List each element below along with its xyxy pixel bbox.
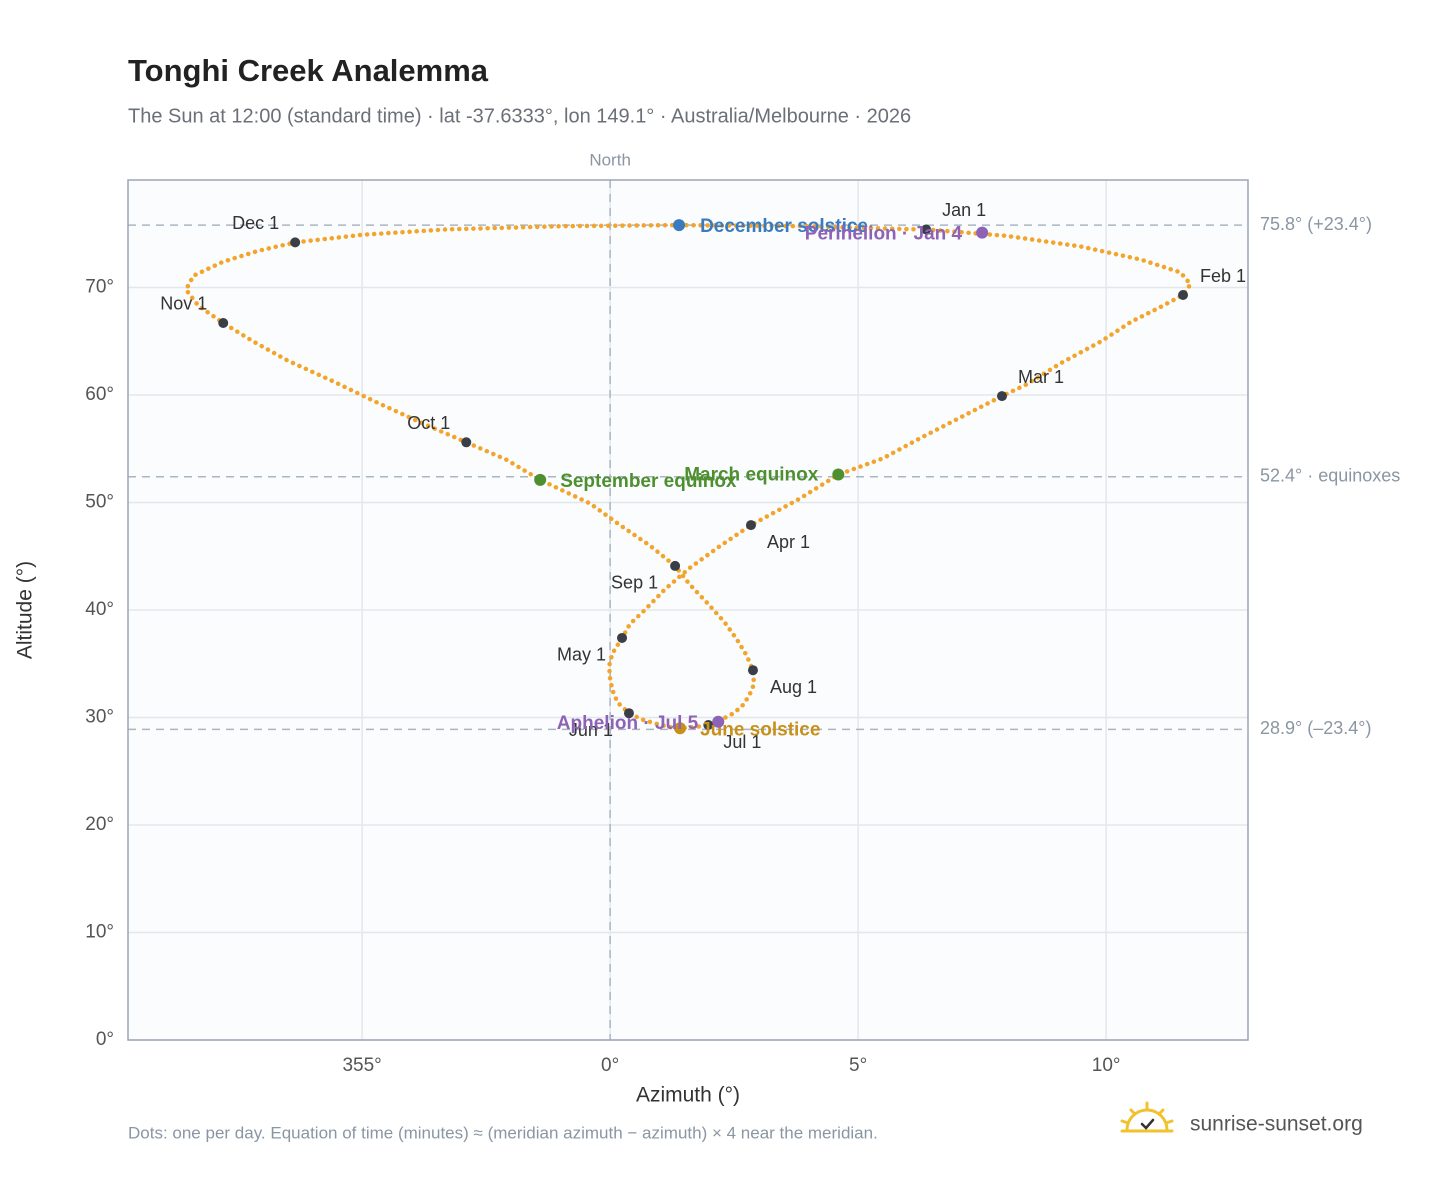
month-marker bbox=[703, 720, 714, 731]
month-marker bbox=[996, 391, 1007, 402]
event-marker bbox=[832, 468, 845, 481]
month-marker bbox=[623, 708, 634, 719]
event-marker bbox=[534, 473, 547, 486]
month-label: Jul 1 bbox=[723, 732, 761, 752]
month-marker bbox=[290, 237, 301, 248]
month-marker bbox=[1178, 290, 1189, 301]
event-label: March equinox bbox=[684, 465, 819, 486]
x-tick-label: 355° bbox=[342, 1055, 381, 1076]
event-marker bbox=[673, 219, 686, 232]
chart-title: Tonghi Creek Analemma bbox=[128, 53, 489, 88]
y-tick-label: 40° bbox=[85, 599, 114, 620]
month-marker bbox=[747, 665, 758, 676]
month-label: Dec 1 bbox=[232, 213, 279, 233]
reference-label: 75.8° (+23.4°) bbox=[1260, 214, 1372, 234]
y-axis-label: Altitude (°) bbox=[14, 561, 37, 659]
y-tick-label: 70° bbox=[85, 277, 114, 298]
month-marker bbox=[461, 437, 472, 448]
x-axis-label: Azimuth (°) bbox=[636, 1084, 740, 1107]
y-tick-label: 0° bbox=[96, 1029, 114, 1050]
month-label: May 1 bbox=[557, 645, 606, 665]
y-tick-label: 60° bbox=[85, 384, 114, 405]
event-label: September equinox bbox=[560, 471, 737, 492]
footnote: Dots: one per day. Equation of time (min… bbox=[128, 1123, 878, 1142]
x-tick-label: 5° bbox=[849, 1055, 867, 1076]
month-label: Nov 1 bbox=[160, 294, 207, 314]
month-label: Mar 1 bbox=[1018, 367, 1064, 387]
month-marker bbox=[617, 632, 628, 643]
y-tick-label: 30° bbox=[85, 707, 114, 728]
event-label: Aphelion · Jul 5 bbox=[557, 713, 699, 734]
month-marker bbox=[218, 317, 229, 328]
month-label: Sep 1 bbox=[611, 573, 658, 593]
event-marker bbox=[976, 226, 989, 239]
month-label: Apr 1 bbox=[767, 532, 810, 552]
y-tick-label: 50° bbox=[85, 492, 114, 513]
month-label: Oct 1 bbox=[407, 413, 450, 433]
x-tick-label: 0° bbox=[601, 1055, 619, 1076]
month-marker bbox=[670, 560, 681, 571]
plot-layer: Jan 1 Feb 1 Mar 1 Apr 1 May 1 Jun 1 Jul 1 Aug 1… bbox=[128, 180, 1248, 1041]
brand-logo bbox=[1120, 1101, 1174, 1133]
month-marker bbox=[745, 520, 756, 531]
event-label: Perihelion · Jan 4 bbox=[805, 224, 963, 245]
reference-label: 28.9° (–23.4°) bbox=[1260, 718, 1371, 738]
y-tick-label: 10° bbox=[85, 922, 114, 943]
event-label: June solstice bbox=[700, 719, 820, 740]
month-marker bbox=[921, 224, 932, 235]
month-label: Jan 1 bbox=[942, 200, 986, 220]
y-tick-label: 20° bbox=[85, 814, 114, 835]
brand-name: sunrise-sunset.org bbox=[1190, 1113, 1363, 1136]
event-label: December solstice bbox=[700, 216, 868, 237]
month-label: Feb 1 bbox=[1200, 266, 1246, 286]
event-marker bbox=[712, 715, 725, 728]
reference-label: 52.4° · equinoxes bbox=[1260, 465, 1400, 485]
month-label: Aug 1 bbox=[770, 677, 817, 697]
event-marker bbox=[674, 722, 687, 735]
month-label: Jun 1 bbox=[569, 720, 613, 740]
chart-subtitle: The Sun at 12:00 (standard time) · lat -… bbox=[128, 105, 911, 127]
plot-border bbox=[127, 179, 1249, 1041]
x-tick-label: 10° bbox=[1092, 1055, 1121, 1076]
north-label: North bbox=[589, 150, 631, 169]
